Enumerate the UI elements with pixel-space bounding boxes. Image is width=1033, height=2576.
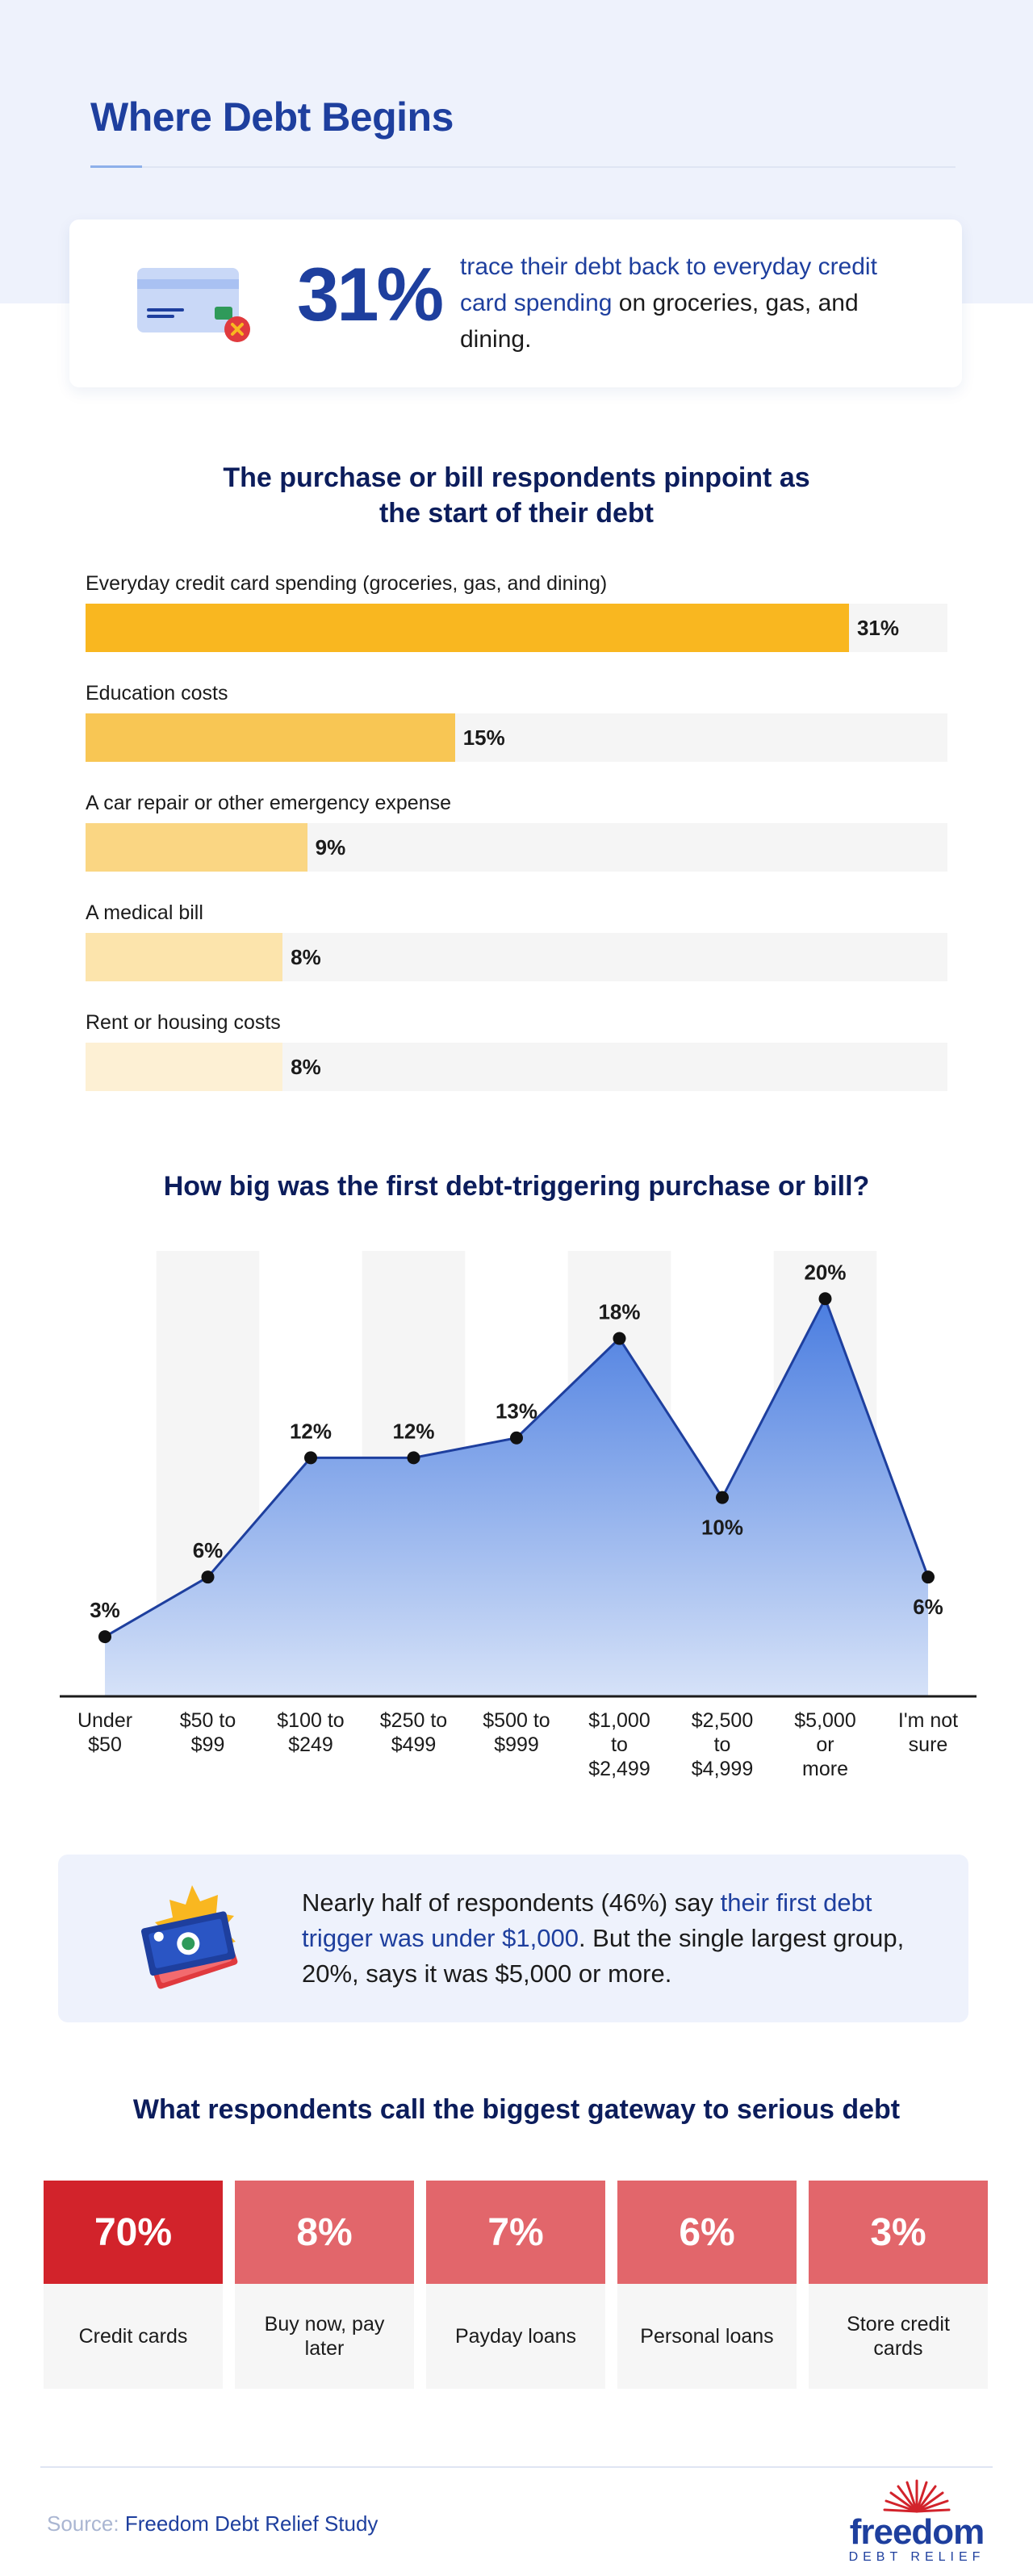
purchase-chart-title: The purchase or bill respondents pinpoin… xyxy=(223,462,810,529)
callout-card: Nearly half of respondents (46%) say the… xyxy=(58,1855,968,2022)
size-area-chart: 3% 6% 12% 12% 13% 18% 10% 20% 6% Under $50 $50 to $9… xyxy=(60,1251,977,1780)
x-tick-label: $500 to $999 xyxy=(483,1709,550,1756)
x-tick-label: $250 to $499 xyxy=(380,1709,447,1756)
area-fill xyxy=(105,1298,928,1696)
gateway-tile-credit-cards: 70% Credit cards xyxy=(44,2181,223,2389)
brand-logo: freedom DEBT RELIEF xyxy=(844,2474,989,2564)
x-tick-label: I'm not sure xyxy=(898,1709,958,1756)
brand-name: freedom xyxy=(849,2512,985,2552)
tile-value: 7% xyxy=(426,2181,605,2284)
tile-label: Credit cards xyxy=(78,2325,188,2348)
bar-category-label: Rent or housing costs xyxy=(86,1011,281,1034)
money-bills-icon xyxy=(136,1882,257,1999)
gateway-title: What respondents call the biggest gatewa… xyxy=(132,2094,901,2125)
bar-row: Education costs 15% xyxy=(86,681,947,762)
tile-label: Payday loans xyxy=(454,2325,577,2348)
bar-value-label: 8% xyxy=(291,945,321,969)
highlight-stat-text: trace their debt back to everyday credit… xyxy=(460,249,912,358)
bar-value-label: 15% xyxy=(462,726,505,750)
data-label: 13% xyxy=(496,1399,537,1424)
bar-track: 15% xyxy=(86,713,947,762)
bar-value-label: 9% xyxy=(315,835,346,859)
data-label: 20% xyxy=(804,1260,846,1284)
bar-track: 31% xyxy=(86,604,947,652)
gateway-tile-store-credit-cards: 3% Store credit cards xyxy=(809,2181,988,2389)
data-label: 18% xyxy=(598,1300,640,1324)
data-point xyxy=(407,1451,420,1465)
bar-category-label: A car repair or other emergency expense xyxy=(86,792,452,814)
bar-row: Rent or housing costs 8% xyxy=(86,1010,947,1091)
x-tick-label: $50 to $99 xyxy=(180,1709,236,1756)
data-point xyxy=(818,1292,832,1306)
data-point xyxy=(98,1630,111,1644)
title-divider xyxy=(90,166,956,168)
callout-text-end: . But the single largest group, 20%, say… xyxy=(302,1924,905,1988)
callout-text-start: Nearly half of respondents (46%) say xyxy=(302,1888,721,1917)
data-point xyxy=(613,1332,626,1345)
source-name: Freedom Debt Relief Study xyxy=(124,2511,378,2536)
page-title: Where Debt Begins xyxy=(90,94,454,140)
data-point xyxy=(922,1570,935,1584)
brand-subtitle: DEBT RELIEF xyxy=(848,2550,985,2564)
data-point xyxy=(510,1431,523,1445)
footer-divider xyxy=(40,2466,993,2468)
highlight-accent-text: trace their debt back to everyday credit… xyxy=(460,253,877,316)
bar-value-label: 31% xyxy=(856,616,899,640)
data-label: 12% xyxy=(392,1419,434,1443)
bar-value-label: 8% xyxy=(291,1055,321,1079)
tile-value: 70% xyxy=(44,2181,223,2284)
x-tick-label: Under $50 xyxy=(77,1709,132,1756)
data-point xyxy=(716,1491,729,1504)
bar-track: 8% xyxy=(86,933,947,981)
data-label: 6% xyxy=(913,1595,943,1619)
bar xyxy=(86,933,283,981)
bar-category-label: Education costs xyxy=(86,682,228,705)
credit-card-icon xyxy=(136,261,257,346)
bar-category-label: A medical bill xyxy=(86,901,203,924)
highlight-stat-card: 31% trace their debt back to everyday cr… xyxy=(69,220,962,387)
source-note: Source: Freedom Debt Relief Study xyxy=(47,2511,378,2536)
bar xyxy=(86,604,849,652)
size-chart-title: How big was the first debt-triggering pu… xyxy=(163,1171,870,1202)
callout-text-accent: their first debt trigger was under $1,00… xyxy=(302,1888,872,1952)
x-tick-label: $2,500 to $4,999 xyxy=(692,1709,753,1780)
highlight-stat-value: 31% xyxy=(297,252,444,337)
tile-value: 3% xyxy=(809,2181,988,2284)
data-label: 3% xyxy=(90,1598,120,1622)
callout-text: Nearly half of respondents (46%) say the… xyxy=(302,1885,915,1992)
bar-category-label: Everyday credit card spending (groceries… xyxy=(86,572,608,595)
tile-label: Store credit cards xyxy=(847,2313,950,2360)
bar-row: A medical bill 8% xyxy=(86,901,947,981)
data-label: 6% xyxy=(193,1538,224,1562)
data-point xyxy=(201,1570,215,1584)
gateway-tile-payday-loans: 7% Payday loans xyxy=(426,2181,605,2389)
gateway-tile-personal-loans: 6% Personal loans xyxy=(617,2181,797,2389)
data-point xyxy=(304,1451,317,1465)
tile-label: Buy now, pay later xyxy=(264,2313,385,2360)
bar-track: 8% xyxy=(86,1043,947,1091)
gateway-tile-bnpl: 8% Buy now, pay later xyxy=(235,2181,414,2389)
tile-label: Personal loans xyxy=(640,2325,774,2348)
bar-row: A car repair or other emergency expense 9… xyxy=(86,791,947,872)
sunburst-logo-icon xyxy=(883,2479,951,2513)
bar xyxy=(86,823,307,872)
data-label: 10% xyxy=(701,1516,743,1540)
x-tick-label: $100 to $249 xyxy=(277,1709,344,1756)
data-label: 12% xyxy=(290,1419,332,1443)
bar-track: 9% xyxy=(86,823,947,872)
highlight-rest-text: on groceries, gas, and dining. xyxy=(460,290,859,353)
tile-value: 6% xyxy=(617,2181,797,2284)
title-divider-accent xyxy=(90,165,142,168)
tile-value: 8% xyxy=(235,2181,414,2284)
x-tick-label: $5,000 or more xyxy=(794,1709,855,1780)
bar xyxy=(86,713,455,762)
source-prefix: Source: xyxy=(47,2511,119,2536)
gateway-tiles: 70% Credit cards 8% Buy now, pay later 7… xyxy=(44,2181,989,2389)
x-tick-label: $1,000 to $2,499 xyxy=(588,1709,650,1780)
bar xyxy=(86,1043,283,1091)
bar-row: Everyday credit card spending (groceries… xyxy=(86,571,947,652)
